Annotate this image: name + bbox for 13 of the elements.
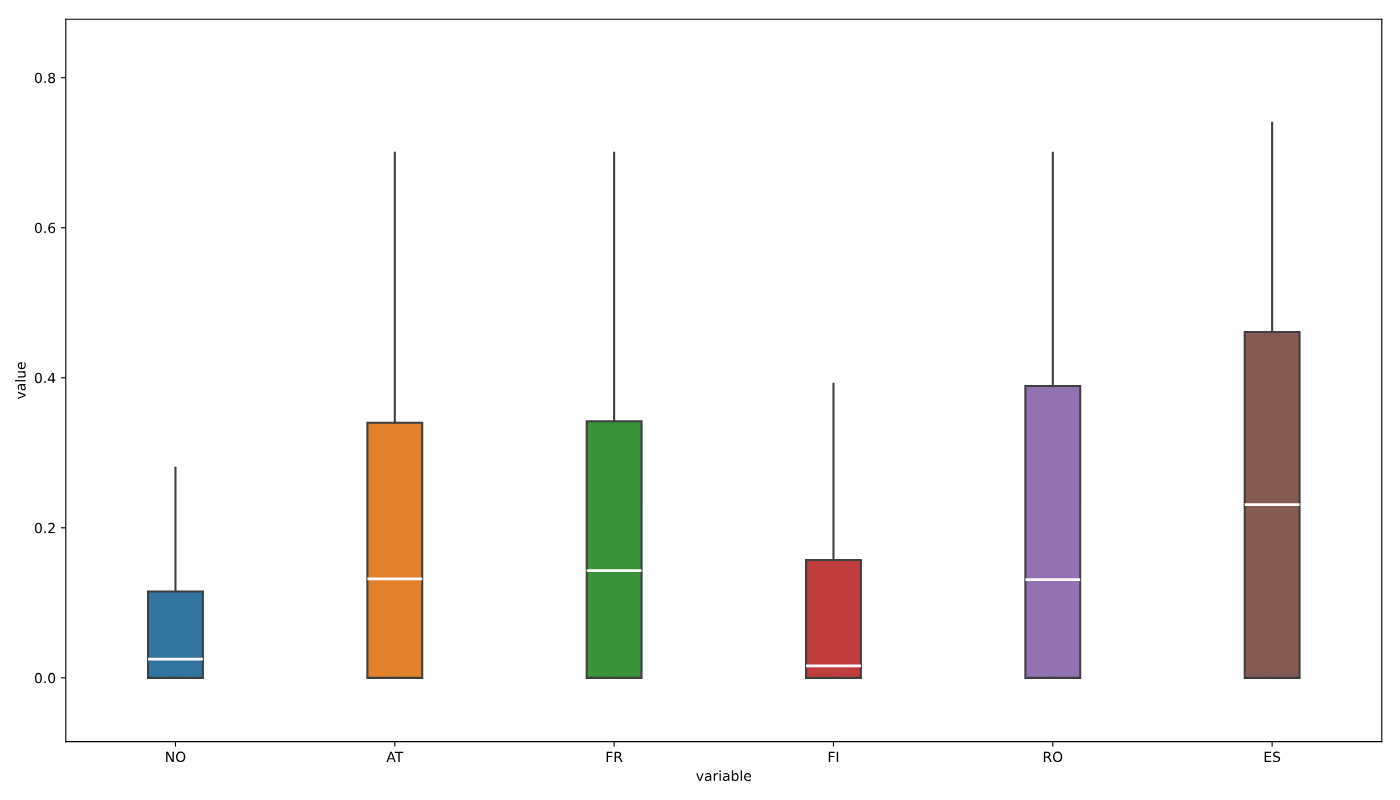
- x-axis-title: variable: [696, 770, 752, 782]
- x-tick-label: FR: [606, 751, 623, 762]
- y-tick-label: 0.8: [34, 72, 56, 84]
- x-tick-label: RO: [1043, 751, 1063, 763]
- x-tick-label: FI: [828, 751, 839, 762]
- x-tick-label: NO: [166, 751, 186, 763]
- y-axis-title: value: [14, 362, 26, 399]
- y-tick-label: 0.2: [34, 522, 55, 534]
- y-tick-label: 0.4: [34, 372, 56, 384]
- y-tick-label: 0.0: [34, 672, 56, 684]
- x-tick-label: ES: [1264, 751, 1281, 763]
- x-tick-label: AT: [386, 751, 404, 762]
- y-tick-label: 0.6: [34, 222, 56, 234]
